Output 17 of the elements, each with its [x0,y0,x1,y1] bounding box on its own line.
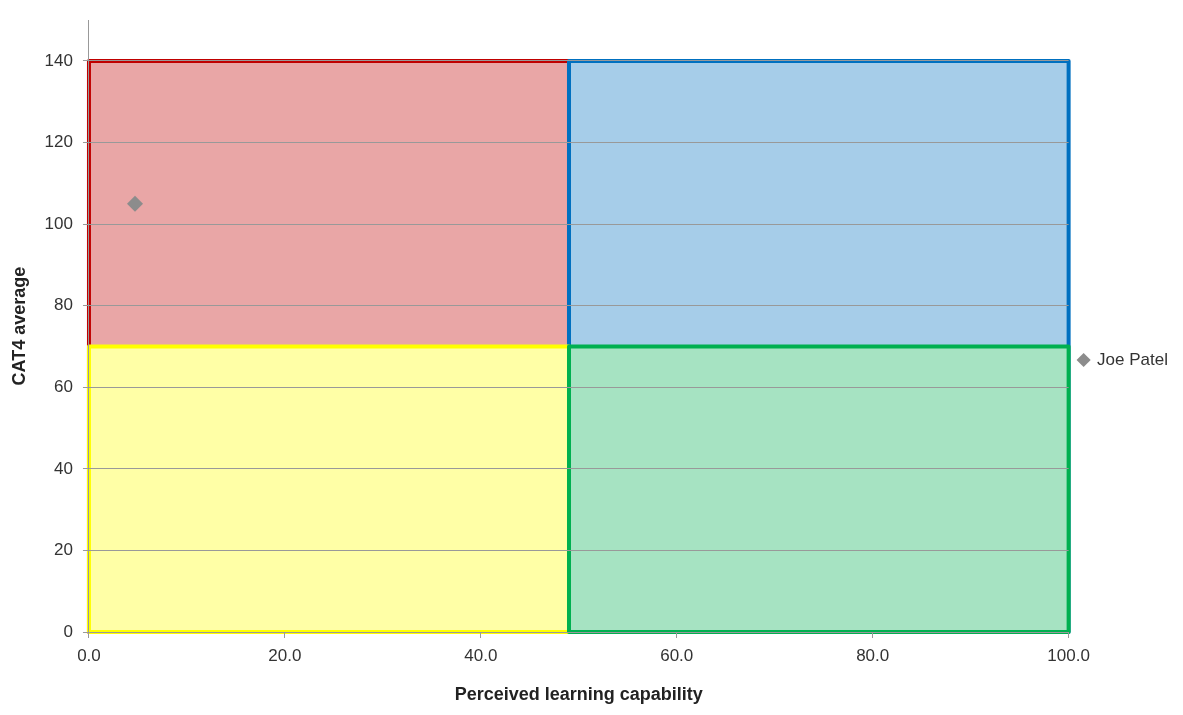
y-axis-title: CAT4 average [8,266,29,386]
y-tick-label: 100 [44,213,73,233]
y-tick-label: 60 [54,376,73,396]
x-tick-label: 40.0 [464,645,498,665]
legend-label: Joe Patel [1097,349,1169,369]
x-tick-label: 0.0 [77,645,101,665]
x-axis-title: Perceived learning capability [454,684,703,705]
x-tick-label: 100.0 [1047,645,1090,665]
x-tick-label: 60.0 [660,645,694,665]
y-tick-label: 40 [54,458,73,478]
y-tick-label: 0 [63,621,73,641]
y-tick-label: 20 [54,540,73,560]
y-tick-label: 120 [44,132,73,152]
x-tick-label: 80.0 [856,645,890,665]
y-tick-label: 80 [54,295,73,315]
y-tick-label: 140 [44,50,73,70]
x-tick-label: 20.0 [268,645,302,665]
